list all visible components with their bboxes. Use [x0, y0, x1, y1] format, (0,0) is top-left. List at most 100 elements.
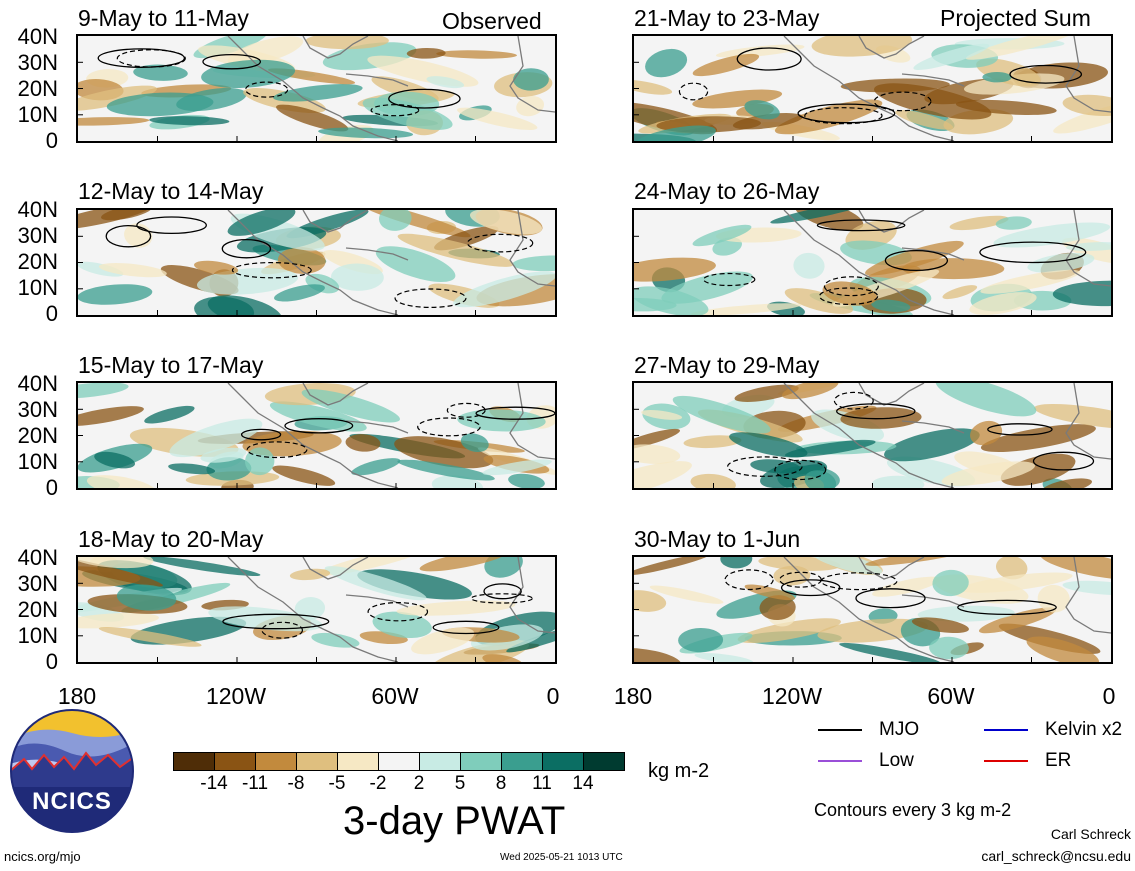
- mjo-contour-negative: [724, 569, 774, 591]
- pwat-anomaly-blob: [995, 557, 1028, 580]
- lat-label: 10N: [17, 449, 58, 474]
- legend-label-low: Low: [879, 750, 914, 771]
- pwat-anomaly-blob: [294, 597, 326, 620]
- pwat-anomaly-blob: [917, 605, 1015, 622]
- pwat-anomaly-blob: [143, 557, 261, 577]
- pwat-anomaly-blob: [453, 271, 555, 308]
- coastline: [227, 36, 555, 141]
- pwat-anomaly-blob: [871, 299, 911, 312]
- ncics-logo: NCICS: [10, 709, 134, 833]
- pwat-anomaly-blob: [770, 210, 873, 224]
- mjo-contour-negative: [873, 91, 932, 112]
- pwat-anomaly-blob: [133, 64, 188, 81]
- pwat-anomaly-blob: [811, 36, 913, 57]
- mjo-contour-positive: [736, 47, 802, 71]
- pwat-anomaly-blob: [872, 576, 941, 597]
- mjo-contour-positive: [136, 216, 207, 235]
- pwat-anomaly-blob: [208, 606, 323, 632]
- map-panel-obs-1: [76, 34, 557, 143]
- pwat-anomaly-blob: [431, 475, 484, 488]
- pwat-anomaly-blob: [913, 43, 990, 70]
- mjo-contour-positive: [388, 88, 461, 109]
- pwat-map: [78, 383, 555, 488]
- colorbar-swatch: [255, 752, 297, 771]
- colorbar-label: 8: [495, 773, 507, 794]
- coastline: [783, 210, 1111, 315]
- pwat-anomaly-blob: [482, 459, 552, 476]
- pwat-anomaly-blob: [1034, 403, 1111, 429]
- colorbar-label: -2: [369, 773, 387, 794]
- map-panel-obs-3: [76, 381, 557, 490]
- pwat-anomaly-blob: [811, 557, 883, 575]
- pwat-anomaly-blob: [795, 210, 864, 231]
- colorbar-swatch: [337, 752, 379, 771]
- pwat-anomaly-blob: [932, 569, 969, 597]
- panel-title-proj-3: 27-May to 29-May: [634, 352, 820, 378]
- lat-label: 40N: [17, 371, 58, 396]
- lat-label: 20N: [17, 76, 58, 101]
- pwat-anomaly-blob: [976, 58, 1041, 87]
- pwat-anomaly-blob: [318, 127, 414, 139]
- pwat-anomaly-blob: [482, 654, 524, 662]
- author-email[interactable]: carl_schreck@ncsu.edu: [981, 848, 1131, 864]
- legend-label-kelvin: Kelvin x2: [1045, 719, 1123, 740]
- colorbar-label: 14: [572, 773, 594, 794]
- pwat-anomaly-blob: [513, 68, 549, 91]
- pwat-anomaly-blob: [970, 420, 1003, 446]
- pwat-anomaly-blob: [396, 600, 516, 616]
- author: Carl Schreck: [1050, 826, 1131, 842]
- projected-label: Projected Sum: [940, 5, 1091, 31]
- mjo-contour-negative: [394, 288, 467, 308]
- pwat-anomaly-blob: [1053, 100, 1111, 134]
- pwat-anomaly-blob: [206, 457, 252, 481]
- pwat-anomaly-blob: [1042, 478, 1092, 488]
- pwat-map: [634, 210, 1111, 315]
- mjo-contour-positive: [284, 418, 354, 434]
- pwat-anomaly-blob: [324, 566, 427, 601]
- pwat-anomaly-blob: [804, 470, 837, 488]
- pwat-anomaly-blob: [372, 611, 432, 639]
- pwat-anomaly-blob: [634, 590, 667, 612]
- pwat-anomaly-blob: [207, 295, 283, 315]
- lat-label: 10N: [17, 102, 58, 127]
- pwat-anomaly-blob: [289, 568, 331, 581]
- pwat-anomaly-blob: [634, 286, 709, 315]
- mjo-contour-negative: [804, 107, 883, 125]
- pwat-anomaly-blob: [969, 292, 1037, 315]
- pwat-anomaly-blob: [274, 284, 325, 302]
- lon-label: 120W: [205, 683, 267, 709]
- mjo-contour-positive: [240, 428, 282, 441]
- pwat-anomaly-blob: [737, 618, 841, 643]
- lat-label: 10N: [17, 275, 58, 300]
- legend-line-low: [818, 760, 862, 762]
- mjo-contour-positive: [97, 48, 186, 68]
- pwat-anomaly-blob: [995, 216, 1032, 230]
- pwat-anomaly-blob: [978, 607, 1057, 634]
- pwat-anomaly-blob: [744, 100, 780, 120]
- pwat-anomaly-blob: [311, 632, 360, 648]
- pwat-anomaly-blob: [456, 107, 538, 130]
- mjo-contour-negative: [819, 287, 879, 305]
- pwat-anomaly-blob: [227, 36, 304, 66]
- colorbar-units: kg m-2: [648, 760, 710, 782]
- pwat-anomaly-blob: [1062, 94, 1111, 117]
- pwat-anomaly-blob: [1052, 280, 1111, 307]
- lat-label: 20N: [17, 597, 58, 622]
- pwat-anomaly-blob: [672, 395, 771, 434]
- footer-url[interactable]: ncics.org/mjo: [4, 849, 81, 864]
- pwat-anomaly-blob: [865, 557, 971, 566]
- lon-label: 0: [546, 683, 560, 709]
- pwat-anomaly-blob: [1037, 584, 1070, 613]
- mjo-contour-positive: [797, 103, 896, 124]
- colorbar-swatch: [296, 752, 338, 771]
- pwat-anomaly-blob: [634, 444, 681, 464]
- pwat-anomaly-blob: [201, 59, 296, 89]
- panel-title-proj-1: 21-May to 23-May: [634, 5, 820, 31]
- panel-title-obs-2: 12-May to 14-May: [78, 178, 264, 204]
- mjo-contour-positive: [884, 249, 949, 272]
- pwat-anomaly-blob: [839, 642, 942, 662]
- pwat-anomaly-blob: [965, 36, 1078, 60]
- panel-title-obs-4: 18-May to 20-May: [78, 526, 264, 552]
- pwat-anomaly-blob: [78, 85, 157, 111]
- pwat-anomaly-blob: [379, 210, 412, 231]
